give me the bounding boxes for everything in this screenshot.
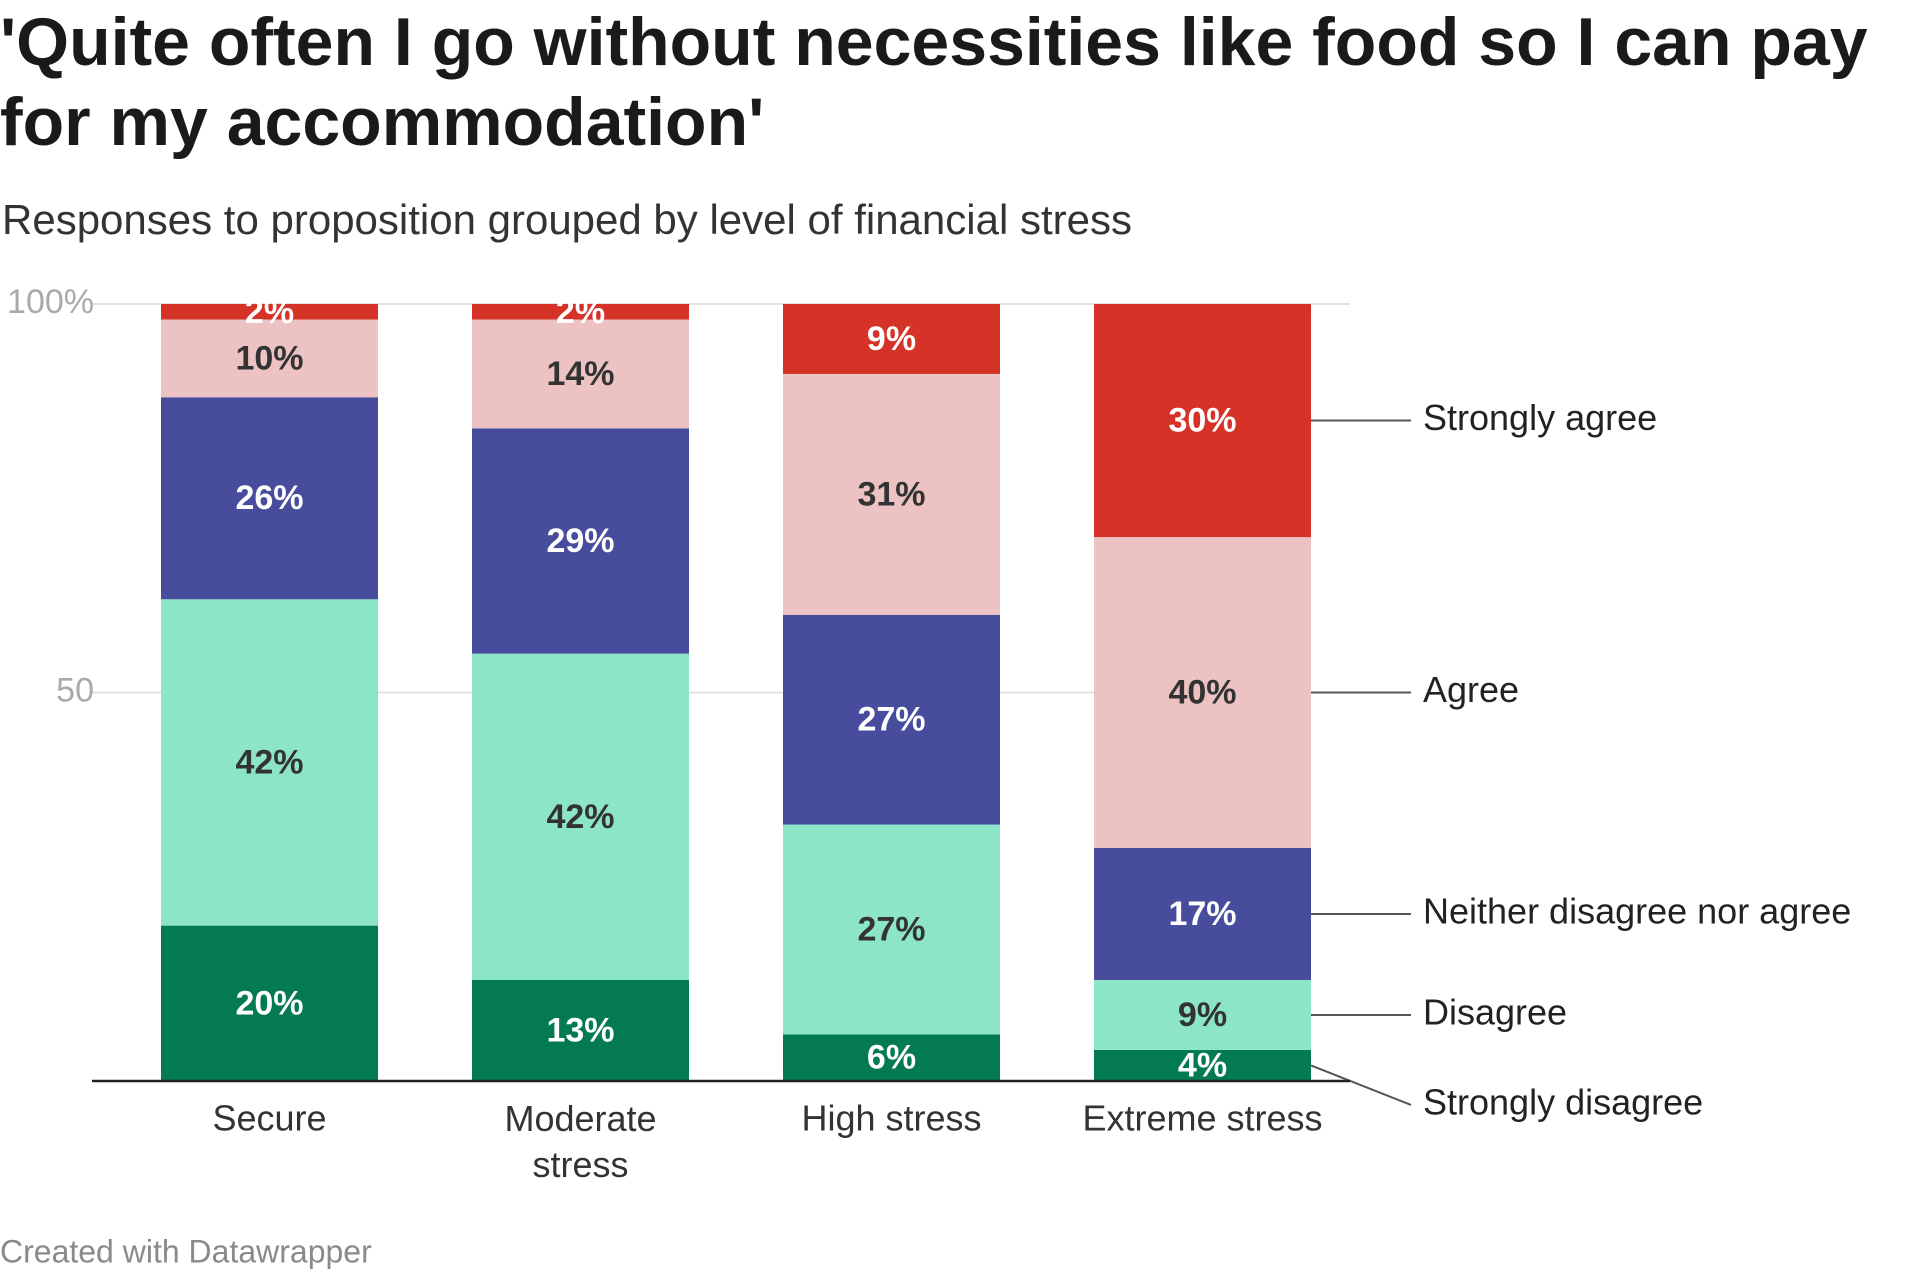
value-label: 26% xyxy=(235,479,303,517)
bar-segment xyxy=(161,599,378,926)
legend-label: Disagree xyxy=(1423,991,1567,1032)
value-label: 14% xyxy=(546,355,614,393)
bar-segment xyxy=(783,304,1000,374)
value-label: 30% xyxy=(1168,402,1236,440)
value-label: 2% xyxy=(556,293,605,331)
bar-segment xyxy=(472,979,689,1081)
bar-segment xyxy=(783,614,1000,825)
value-label: 6% xyxy=(867,1039,916,1077)
legend-label: Strongly disagree xyxy=(1423,1081,1703,1122)
bar-segment xyxy=(783,824,1000,1035)
bar-segment xyxy=(1094,979,1311,1050)
value-label: 2% xyxy=(245,293,294,331)
bar-segment xyxy=(161,397,378,600)
value-label: 27% xyxy=(857,701,925,739)
value-label: 31% xyxy=(857,475,925,513)
value-label: 27% xyxy=(857,910,925,948)
x-tick-label: Moderate stress xyxy=(504,1098,656,1185)
footer: Created with Datawrapper xyxy=(0,1233,372,1270)
bar-segment xyxy=(161,925,378,1081)
bar-segment xyxy=(783,1034,1000,1081)
value-label: 9% xyxy=(1178,996,1227,1034)
y-tick-label: 100% xyxy=(7,283,94,321)
legend-leader xyxy=(1310,1064,1412,1106)
value-label: 20% xyxy=(235,984,303,1022)
bar-segment xyxy=(472,428,689,654)
value-label: 10% xyxy=(235,339,303,377)
value-label: 17% xyxy=(1168,895,1236,933)
value-label: 4% xyxy=(1178,1046,1227,1084)
x-tick-label: Extreme stress xyxy=(1082,1098,1322,1139)
legend-label: Agree xyxy=(1423,669,1519,710)
bar-segment xyxy=(1094,537,1311,848)
value-label: 42% xyxy=(235,743,303,781)
value-label: 13% xyxy=(546,1011,614,1049)
bar-segment xyxy=(161,304,378,320)
legend-label: Neither disagree nor agree xyxy=(1423,890,1851,931)
bar-segment xyxy=(783,373,1000,615)
chart-subtitle: Responses to proposition grouped by leve… xyxy=(2,196,1132,243)
bar-segment xyxy=(472,653,689,980)
bar-segment xyxy=(1094,1049,1311,1081)
value-label: 42% xyxy=(546,798,614,836)
value-label: 40% xyxy=(1168,673,1236,711)
x-tick-label: Secure xyxy=(212,1098,326,1139)
bar-segment xyxy=(1094,847,1311,980)
value-label: 29% xyxy=(546,522,614,560)
value-label: 9% xyxy=(867,320,916,358)
y-tick-label: 50 xyxy=(56,671,94,709)
x-tick-label: High stress xyxy=(801,1098,981,1139)
bar-segment xyxy=(161,319,378,398)
legend-label: Strongly agree xyxy=(1423,397,1657,438)
chart-title: 'Quite often I go without necessities li… xyxy=(0,4,1868,160)
bar-segment xyxy=(472,304,689,320)
bar-segment xyxy=(1094,304,1311,538)
bar-segment xyxy=(472,319,689,429)
